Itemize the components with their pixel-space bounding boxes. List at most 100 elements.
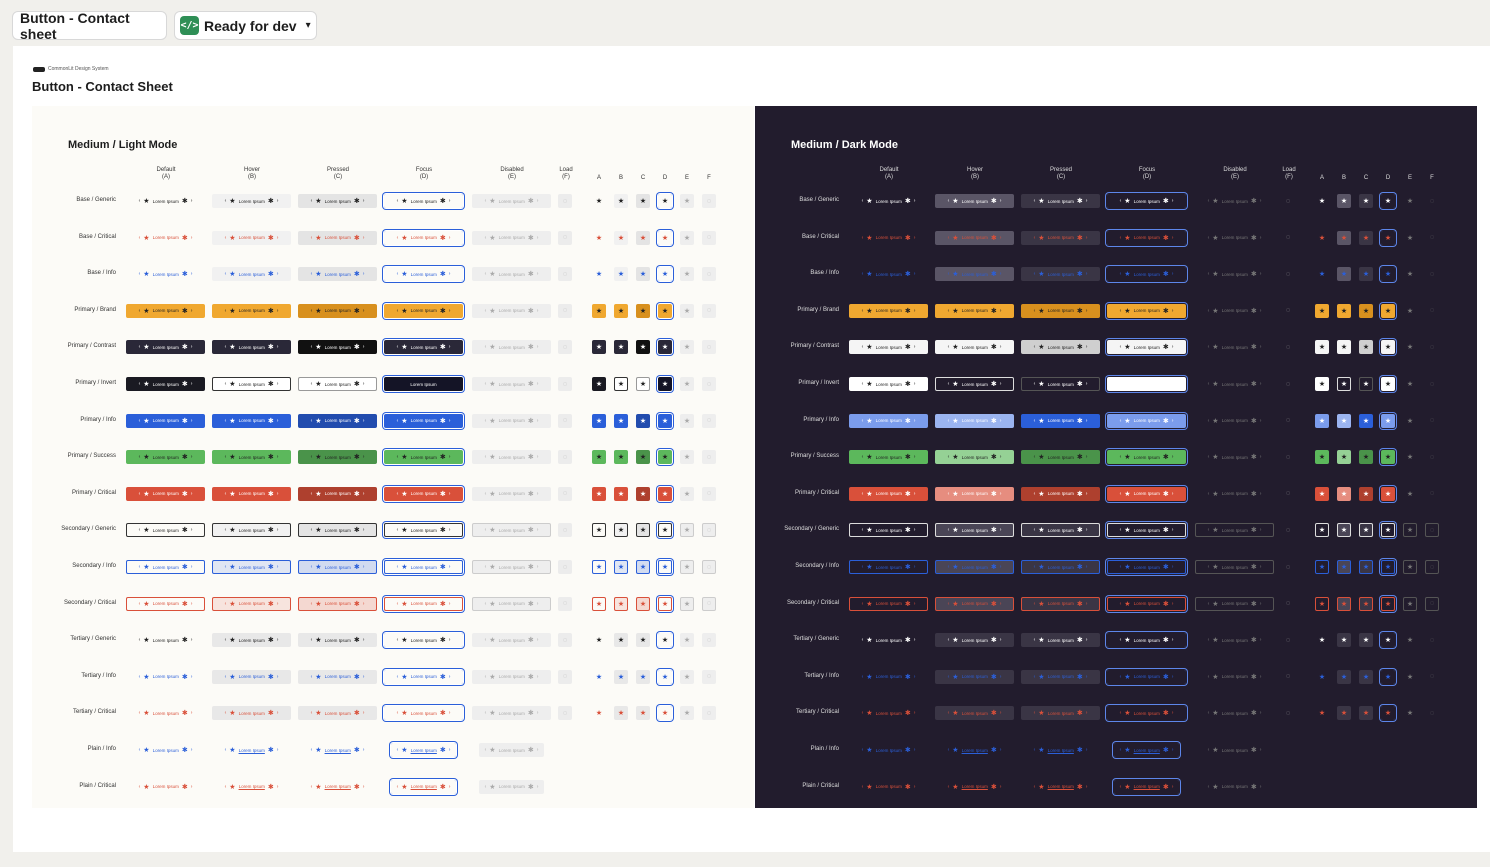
lorem-button[interactable]: ‹ ★ Lorem Ipsum ✱ › xyxy=(849,633,928,647)
icon-button[interactable]: ★ xyxy=(1403,487,1417,501)
icon-button[interactable]: ★ xyxy=(1315,194,1329,208)
lorem-button[interactable]: ‹ ★ Lorem Ipsum ✱ › xyxy=(1021,560,1100,574)
lorem-button[interactable]: ‹ ★ Lorem Ipsum ✱ › xyxy=(1021,669,1100,684)
lorem-button[interactable]: ‹ ★ Lorem Ipsum ✱ › xyxy=(849,450,928,465)
lorem-button[interactable]: ‹ ★ Lorem Ipsum ✱ › xyxy=(305,743,370,757)
lorem-button[interactable]: ‹ ★ Lorem Ipsum ✱ › xyxy=(133,780,198,794)
lorem-button[interactable]: ‹ ★ Lorem Ipsum ✱ › xyxy=(212,633,291,648)
lorem-button[interactable]: ‹ ★ Lorem Ipsum ✱ › xyxy=(935,303,1014,318)
icon-button[interactable]: ★ xyxy=(636,303,650,318)
lorem-button[interactable]: ‹ ★ Lorem Ipsum ✱ › xyxy=(1107,706,1186,720)
icon-button[interactable]: ★ xyxy=(658,377,672,391)
lorem-button[interactable]: ‹ ★ Lorem Ipsum ✱ › xyxy=(1202,743,1267,757)
lorem-button[interactable]: ‹ ★ Lorem Ipsum ✱ › xyxy=(1021,230,1100,245)
lorem-button[interactable]: ‹ ★ Lorem Ipsum ✱ › xyxy=(1021,596,1100,611)
lorem-button[interactable]: ‹ ★ Lorem Ipsum ✱ › xyxy=(212,706,291,721)
lorem-button[interactable]: ‹ ★ Lorem Ipsum ✱ › xyxy=(212,267,291,282)
icon-button-loading[interactable]: ◌ xyxy=(1425,267,1439,281)
lorem-button[interactable]: ‹ ★ Lorem Ipsum ✱ › xyxy=(298,267,377,282)
icon-button[interactable]: ★ xyxy=(1381,706,1395,720)
icon-button[interactable]: ★ xyxy=(658,194,672,208)
lorem-button[interactable]: ‹ ★ Lorem Ipsum ✱ › xyxy=(126,560,205,574)
icon-button[interactable]: ★ xyxy=(1403,414,1417,428)
icon-button[interactable]: ★ xyxy=(658,633,672,647)
icon-button[interactable]: ★ xyxy=(614,450,628,465)
icon-button[interactable]: ★ xyxy=(1359,633,1373,648)
icon-button[interactable]: ★ xyxy=(680,669,694,684)
lorem-button[interactable]: ‹ ★ Lorem Ipsum ✱ › xyxy=(472,340,551,355)
lorem-button[interactable]: ‹ ★ Lorem Ipsum ✱ › xyxy=(1195,596,1274,611)
icon-button[interactable]: ★ xyxy=(680,340,694,355)
icon-button[interactable]: ★ xyxy=(614,633,628,648)
icon-button[interactable]: ★ xyxy=(1337,230,1351,245)
icon-button-loading[interactable]: ◌ xyxy=(1425,596,1439,611)
icon-button[interactable]: ★ xyxy=(1337,303,1351,318)
lorem-button[interactable]: ‹ ★ Lorem Ipsum ✱ › xyxy=(1021,633,1100,648)
lorem-button[interactable]: ‹ ★ Lorem Ipsum ✱ › xyxy=(384,413,463,428)
icon-button[interactable]: ★ xyxy=(1315,633,1329,647)
icon-button[interactable]: ★ xyxy=(680,596,694,611)
lorem-button[interactable]: ‹ ★ Lorem Ipsum ✱ › xyxy=(1195,633,1274,647)
lorem-button[interactable]: ‹ ★ Lorem Ipsum ✱ › xyxy=(391,780,456,794)
icon-button-loading[interactable]: ◌ xyxy=(702,230,716,245)
icon-button[interactable]: ★ xyxy=(592,523,606,538)
lorem-button[interactable]: ‹ ★ Lorem Ipsum ✱ › xyxy=(935,340,1014,355)
icon-button[interactable]: ★ xyxy=(1359,669,1373,684)
icon-button-loading[interactable]: ◌ xyxy=(702,560,716,574)
lorem-button[interactable]: ‹ ★ Lorem Ipsum ✱ › xyxy=(384,706,463,720)
lorem-button[interactable]: ‹ ★ Lorem Ipsum ✱ › xyxy=(1021,450,1100,465)
icon-button[interactable]: ★ xyxy=(1315,706,1329,720)
lorem-button[interactable]: ‹ ★ Lorem Ipsum ✱ › xyxy=(212,523,291,538)
lorem-button[interactable]: ‹ ★ Lorem Ipsum ✱ › xyxy=(1107,267,1186,281)
icon-button-loading[interactable]: ◌ xyxy=(1425,487,1439,501)
icon-button[interactable]: ★ xyxy=(1403,596,1417,611)
lorem-button[interactable]: ‹ ★ Lorem Ipsum ✱ › xyxy=(298,194,377,208)
icon-button[interactable]: ★ xyxy=(1337,560,1351,574)
icon-button[interactable]: ★ xyxy=(592,194,606,208)
lorem-button[interactable]: ‹ ★ Lorem Ipsum ✱ › xyxy=(935,267,1014,282)
icon-button[interactable]: ★ xyxy=(680,633,694,648)
lorem-button[interactable]: ‹ ★ Lorem Ipsum ✱ › xyxy=(1107,194,1186,208)
lorem-button[interactable]: ‹ ★ Lorem Ipsum ✱ › xyxy=(305,780,370,794)
lorem-button[interactable]: ‹ ★ Lorem Ipsum ✱ › xyxy=(935,633,1014,648)
icon-button[interactable]: ★ xyxy=(1381,523,1395,538)
icon-button[interactable]: ★ xyxy=(636,340,650,355)
lorem-button[interactable]: ‹ ★ Lorem Ipsum ✱ › xyxy=(126,633,205,647)
icon-button-loading[interactable]: ◌ xyxy=(702,303,716,318)
lorem-button[interactable]: ‹ ★ Lorem Ipsum ✱ › xyxy=(935,230,1014,245)
lorem-button[interactable]: ‹ ★ Lorem Ipsum ✱ › xyxy=(126,670,205,684)
icon-button[interactable]: ★ xyxy=(658,267,672,281)
icon-button[interactable]: ★ xyxy=(614,560,628,574)
icon-button[interactable]: ★ xyxy=(1315,267,1329,281)
icon-button[interactable]: ★ xyxy=(658,231,672,245)
lorem-button[interactable]: ‹ ★ Lorem Ipsum ✱ › xyxy=(126,303,205,318)
icon-button[interactable]: ★ xyxy=(1359,706,1373,721)
icon-button[interactable]: ★ xyxy=(636,706,650,721)
lorem-button[interactable]: ‹ ★ Lorem Ipsum ✱ › xyxy=(1114,743,1179,757)
icon-button[interactable]: ★ xyxy=(614,230,628,245)
lorem-button[interactable]: ‹ ★ Lorem Ipsum ✱ › xyxy=(472,633,551,648)
lorem-button[interactable]: ‹ ★ Lorem Ipsum ✱ › xyxy=(126,523,205,538)
lorem-button[interactable]: ‹ ★ Lorem Ipsum ✱ › xyxy=(1107,486,1186,501)
icon-button[interactable]: ★ xyxy=(1315,486,1329,501)
lorem-button[interactable]: ‹ ★ Lorem Ipsum ✱ › xyxy=(212,340,291,355)
lorem-button[interactable]: ‹ ★ Lorem Ipsum ✱ › xyxy=(1021,194,1100,208)
icon-button[interactable]: ★ xyxy=(1403,194,1417,208)
icon-button[interactable]: ★ xyxy=(680,194,694,208)
icon-button[interactable]: ★ xyxy=(1381,194,1395,208)
lorem-button[interactable]: ‹ ★ Lorem Ipsum ✱ › xyxy=(298,560,377,574)
icon-button[interactable]: ★ xyxy=(614,377,628,391)
lorem-button[interactable]: ‹ ★ Lorem Ipsum ✱ › xyxy=(1195,304,1274,318)
icon-button-loading[interactable]: ◌ xyxy=(1425,194,1439,208)
icon-button[interactable]: ★ xyxy=(680,486,694,501)
icon-button[interactable]: ★ xyxy=(1359,523,1373,538)
icon-button[interactable]: ★ xyxy=(592,633,606,647)
icon-button[interactable]: ★ xyxy=(658,486,672,501)
lorem-button[interactable]: ‹ ★ Lorem Ipsum ✱ › xyxy=(212,377,291,391)
icon-button[interactable]: ★ xyxy=(614,303,628,318)
icon-button[interactable]: ★ xyxy=(614,523,628,538)
lorem-button[interactable]: ‹ ★ Lorem Ipsum ✱ › xyxy=(1021,377,1100,391)
icon-button[interactable]: ★ xyxy=(1403,377,1417,391)
icon-button[interactable]: ★ xyxy=(636,450,650,465)
lorem-button[interactable]: ‹ ★ Lorem Ipsum ✱ › xyxy=(384,450,463,465)
